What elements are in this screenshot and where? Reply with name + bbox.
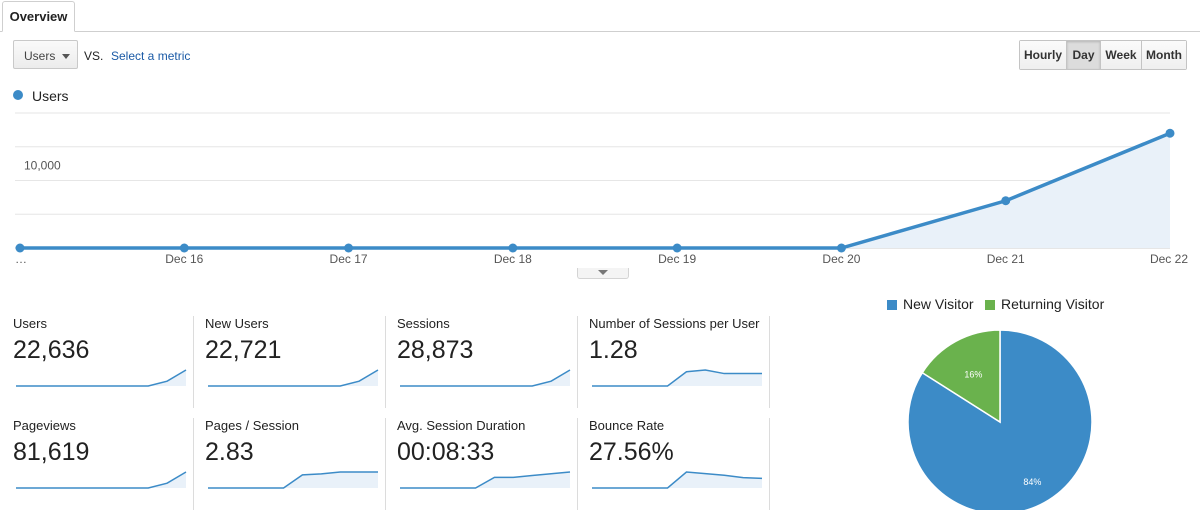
scorecard[interactable]: Pageviews 81,619	[13, 418, 194, 510]
scorecard[interactable]: Pages / Session 2.83	[205, 418, 386, 510]
legend-dot-icon	[13, 90, 23, 100]
vs-label: VS.	[84, 49, 104, 63]
sparkline	[400, 369, 571, 387]
sparkline-line	[208, 369, 379, 387]
month-button[interactable]: Month	[1142, 41, 1186, 69]
sparkline	[400, 471, 571, 489]
chart-legend-label: Users	[32, 88, 69, 104]
week-button[interactable]: Week	[1101, 41, 1142, 69]
y-tick-label: 10,000	[24, 159, 61, 173]
time-granularity-group: Hourly Day Week Month	[1019, 40, 1187, 70]
tab-strip: Overview	[0, 0, 1200, 32]
chevron-down-icon	[62, 54, 70, 59]
sparkline	[592, 369, 762, 387]
sparkline-line	[400, 471, 571, 489]
legend-swatch-icon	[887, 300, 897, 310]
day-button[interactable]: Day	[1067, 41, 1101, 69]
sparkline-area	[400, 472, 570, 488]
sparkline	[208, 369, 379, 387]
x-tick-label: …	[15, 252, 27, 266]
data-point[interactable]	[15, 243, 25, 253]
x-tick-label: Dec 18	[494, 252, 532, 266]
sparkline	[592, 471, 763, 489]
metric-dropdown[interactable]: Users	[13, 40, 78, 69]
pie-slice[interactable]	[921, 329, 1001, 424]
scorecard[interactable]: Sessions 28,873	[397, 316, 578, 408]
data-point[interactable]	[836, 243, 846, 253]
x-tick-label: Dec 17	[330, 252, 368, 266]
tab-overview[interactable]: Overview	[2, 1, 75, 32]
data-point[interactable]	[344, 243, 354, 253]
data-point[interactable]	[1165, 128, 1175, 138]
scorecard[interactable]: Avg. Session Duration 00:08:33	[397, 418, 578, 510]
pie-legend-new: New Visitor	[887, 296, 974, 312]
select-metric-link[interactable]: Select a metric	[111, 49, 191, 63]
sparkline	[16, 369, 187, 387]
scorecard-name: Avg. Session Duration	[397, 418, 526, 433]
scorecard[interactable]: New Users 22,721	[205, 316, 386, 408]
sparkline-line	[208, 471, 378, 489]
scorecard[interactable]: Bounce Rate 27.56%	[589, 418, 770, 510]
scorecard-value: 28,873	[397, 336, 474, 364]
chart-collapse-toggle[interactable]	[577, 268, 629, 279]
x-tick-label: Dec 21	[987, 252, 1025, 266]
scorecard-name: Number of Sessions per User	[589, 316, 760, 331]
scorecard-value: 2.83	[205, 438, 254, 466]
legend-swatch-icon	[985, 300, 995, 310]
caret-down-icon	[598, 270, 608, 275]
scorecard-name: Sessions	[397, 316, 450, 331]
sparkline-area	[592, 370, 762, 386]
scorecard-value: 00:08:33	[397, 438, 495, 466]
pie-slice-label: 16%	[964, 370, 982, 380]
scorecard-name: New Users	[205, 316, 269, 331]
scorecard-value: 81,619	[13, 438, 90, 466]
x-tick-label: Dec 20	[822, 252, 860, 266]
users-area	[20, 133, 1170, 248]
pie-slice-label: 84%	[1023, 477, 1041, 487]
hourly-button[interactable]: Hourly	[1020, 41, 1067, 69]
sparkline-line	[16, 369, 187, 387]
scorecard[interactable]: Number of Sessions per User 1.28	[589, 316, 770, 408]
pie-legend-returning: Returning Visitor	[985, 296, 1104, 312]
sparkline-area	[208, 472, 378, 488]
scorecard-name: Bounce Rate	[589, 418, 665, 433]
sparkline-area	[16, 472, 186, 488]
scorecard-value: 22,636	[13, 336, 90, 364]
data-point[interactable]	[179, 243, 189, 253]
sparkline-area	[400, 370, 570, 386]
x-tick-label: Dec 22	[1150, 252, 1188, 266]
sparkline-line	[16, 471, 187, 489]
scorecard-value: 1.28	[589, 336, 638, 364]
scorecard-name: Pages / Session	[205, 418, 299, 433]
x-tick-label: Dec 19	[658, 252, 696, 266]
sparkline	[208, 471, 378, 489]
sparkline-line	[592, 369, 762, 387]
pie-legend-label-returning: Returning Visitor	[1001, 296, 1105, 312]
sparkline-line	[400, 369, 571, 387]
sparkline-line	[592, 471, 763, 489]
users-series-line	[20, 131, 1171, 250]
pie-legend-label-new: New Visitor	[903, 296, 974, 312]
visitor-pie-chart: 84% 16%	[907, 329, 1093, 510]
scorecard[interactable]: Users 22,636	[13, 316, 194, 408]
data-point[interactable]	[508, 243, 518, 253]
data-point[interactable]	[672, 243, 682, 253]
scorecard-name: Pageviews	[13, 418, 76, 433]
metric-dropdown-label: Users	[24, 49, 56, 63]
scorecard-name: Users	[13, 316, 47, 331]
scorecard-value: 27.56%	[589, 438, 674, 466]
scorecard-value: 22,721	[205, 336, 282, 364]
sparkline	[16, 471, 187, 489]
data-point[interactable]	[1001, 196, 1011, 206]
sparkline-area	[208, 370, 378, 386]
sparkline-area	[16, 370, 186, 386]
x-tick-label: Dec 16	[165, 252, 203, 266]
